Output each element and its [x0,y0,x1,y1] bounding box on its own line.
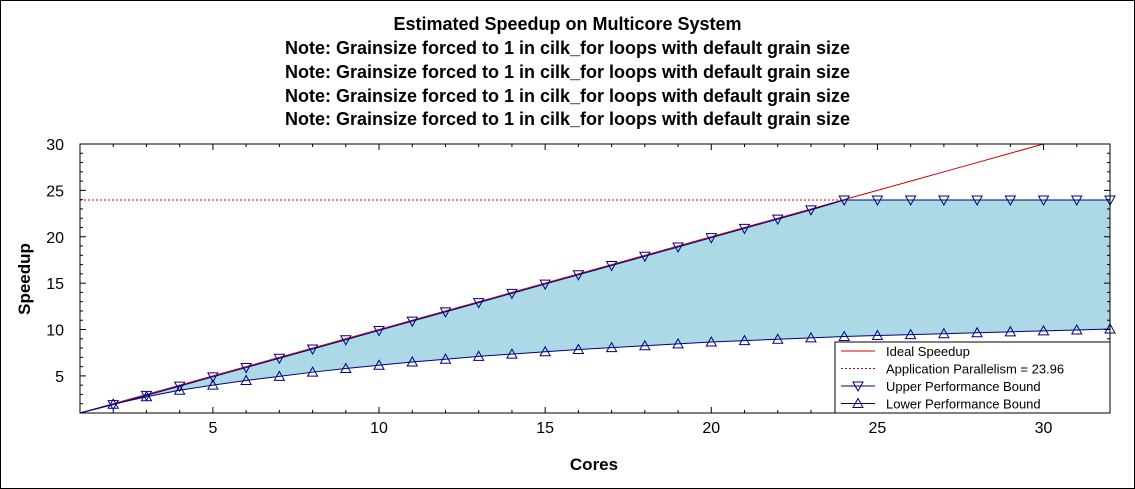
lower-bound-point [771,333,784,344]
lower-bound-point [539,345,552,357]
bounds-shaded-region [80,200,1110,413]
lower-bound-point [838,330,851,341]
lower-bound-line [79,328,1111,414]
upper-bound-line [79,199,1110,414]
lower-bound-point [472,350,485,361]
lower-bound-point [1004,325,1017,337]
y-tick-label: 30 [46,137,64,154]
upper-bound-point [805,205,817,216]
lower-bound-point [406,355,419,367]
upper-bound-point [406,316,419,328]
upper-bound-point [638,251,651,263]
x-tick-label: 5 [208,420,217,437]
chart-note-4: Note: Grainsize forced to 1 in cilk_for … [284,109,851,129]
legend-marker [852,397,864,408]
chart-note-3: Note: Grainsize forced to 1 in cilk_for … [284,86,851,106]
ideal-speedup-line [80,144,1046,413]
lower-bound-point [240,374,252,386]
lower-bound-point [107,398,120,409]
upper-bound-point [339,335,352,346]
upper-bound-point [539,279,552,291]
legend-marker [852,381,864,393]
upper-bound-point [938,195,950,207]
lower-bound-point [938,327,950,339]
lower-bound-point [306,366,319,377]
upper-bound-point [572,270,585,281]
lower-bound-point [705,336,718,347]
y-tick-label: 5 [55,369,64,386]
chart-title: Estimated Speedup on Multicore System [393,14,742,34]
y-tick-label: 25 [46,183,64,200]
upper-bound-point [506,288,518,300]
upper-bound-point [904,195,917,207]
upper-bound-point [1004,195,1017,207]
chart-note-1: Note: Grainsize forced to 1 in cilk_for … [284,38,851,58]
upper-bound-point [207,372,219,383]
lower-bound-point [439,353,452,364]
upper-bound-point [871,195,884,207]
upper-bound-point [173,381,186,393]
x-tick-label: 20 [702,420,720,437]
upper-bound-point [738,223,751,235]
lower-bound-point [738,334,751,346]
chart-note-2: Note: Grainsize forced to 1 in cilk_for … [284,62,851,82]
lower-bound-point [1070,323,1083,335]
lower-bound-point [1037,324,1050,336]
upper-bound-point [672,242,684,253]
legend-label: Lower Performance Bound [886,397,1041,412]
lower-bound-point [605,341,618,353]
x-tick-label: 15 [536,420,554,437]
y-tick-label: 15 [46,276,64,293]
lower-bound-point [871,329,884,341]
lower-bound-point [638,339,651,351]
lower-bound-point [904,328,917,340]
legend-box [834,341,1111,414]
x-axis-title: Cores [570,455,618,474]
x-tick-label: 30 [1035,420,1053,437]
lower-bound-point [207,379,219,390]
upper-bound-point [605,261,618,272]
x-tick-label: 25 [869,420,887,437]
lower-bound-point [140,390,153,402]
upper-bound-point [771,214,784,226]
upper-bound-point [273,353,286,365]
legend-label: Ideal Speedup [886,344,970,359]
y-axis-title: Speedup [15,243,34,315]
upper-bound-point [1037,195,1050,207]
upper-bound-point [306,344,319,356]
lower-bound-point [672,337,684,349]
upper-bound-point [373,325,385,337]
upper-bound-point [107,400,120,411]
lower-bound-point [572,343,585,354]
lower-bound-point [805,331,817,343]
legend-label: Application Parallelism = 23.96 [886,362,1064,377]
x-tick-label: 10 [370,420,388,437]
plot-area: 5 10 15 20 25 30 5 10 15 20 25 30 [46,137,1116,437]
y-tick-label: 10 [46,323,64,340]
upper-bound-point [705,233,718,244]
y-tick-label: 20 [46,230,64,247]
lower-bound-point [373,359,385,370]
lower-bound-point [506,348,518,359]
upper-bound-point [838,195,851,207]
upper-bound-point [439,307,452,318]
upper-bound-point [240,363,252,374]
lower-bound-point [173,384,186,395]
lower-bound-point [971,326,983,338]
upper-bound-point [971,195,983,207]
upper-bound-point [472,298,485,309]
legend-label: Upper Performance Bound [886,379,1041,394]
plot-border [79,143,1111,414]
lower-bound-point [273,370,286,381]
upper-bound-point [1070,195,1083,207]
legend: Ideal Speedup Application Parallelism = 2… [834,341,1111,414]
lower-bound-point [339,362,352,373]
